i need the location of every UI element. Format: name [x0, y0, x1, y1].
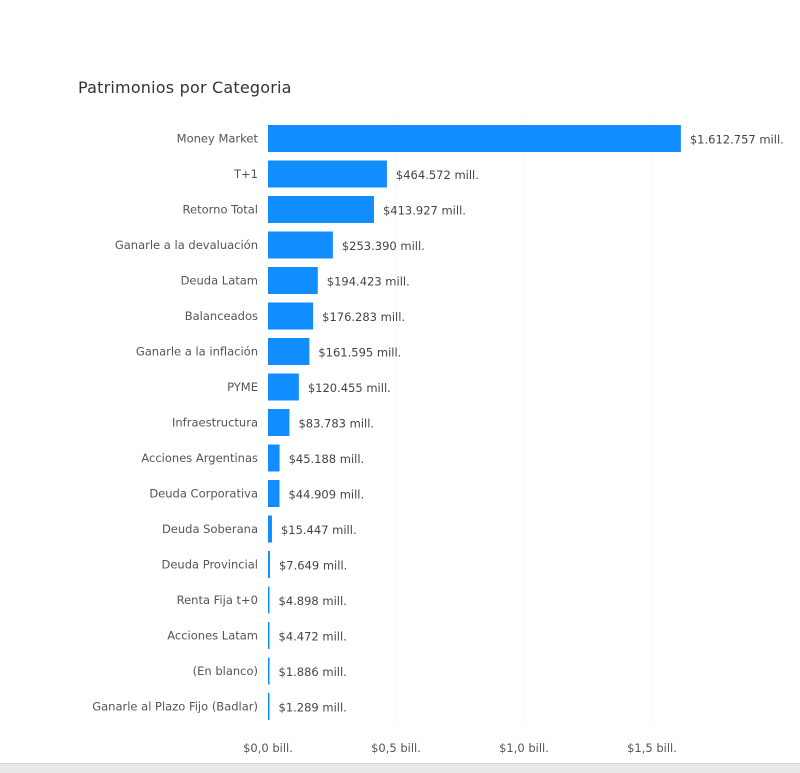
data-label: $176.283 mill. — [322, 310, 405, 324]
bar[interactable] — [268, 409, 290, 436]
bar[interactable] — [268, 444, 280, 472]
category-label: Deuda Corporativa — [149, 487, 258, 501]
bar[interactable] — [268, 586, 270, 614]
bar[interactable] — [268, 125, 681, 152]
bar[interactable] — [268, 267, 318, 294]
x-tick-label: $0,5 bill. — [371, 741, 421, 755]
data-label: $7.649 mill. — [279, 559, 347, 573]
x-tick-label: $1,0 bill. — [499, 741, 549, 755]
chart-title: Patrimonios por Categoria — [78, 78, 292, 97]
bar[interactable] — [268, 196, 374, 223]
bottom-scrollbar[interactable] — [0, 763, 800, 773]
x-tick-label: $1,5 bill. — [627, 741, 677, 755]
category-label: Infraestructura — [172, 416, 258, 430]
data-label: $194.423 mill. — [327, 275, 410, 289]
bar[interactable] — [268, 622, 270, 649]
category-label: Balanceados — [185, 309, 258, 323]
bar[interactable] — [268, 160, 387, 188]
data-label: $44.909 mill. — [288, 488, 364, 502]
category-label: Ganarle a la devaluación — [115, 238, 258, 252]
data-label: $413.927 mill. — [383, 204, 466, 218]
data-label: $120.455 mill. — [308, 381, 391, 395]
data-label: $45.188 mill. — [289, 452, 365, 466]
data-label: $161.595 mill. — [318, 346, 401, 360]
data-label: $1.886 mill. — [279, 665, 347, 679]
data-label: $4.472 mill. — [279, 630, 347, 644]
bar[interactable] — [268, 551, 270, 578]
data-label: $253.390 mill. — [342, 239, 425, 253]
data-label: $15.447 mill. — [281, 523, 357, 537]
bar[interactable] — [268, 338, 310, 365]
category-label: Deuda Soberana — [162, 522, 258, 536]
category-label: Retorno Total — [183, 203, 258, 217]
bar[interactable] — [268, 693, 270, 720]
category-label: PYME — [227, 380, 258, 394]
category-label: Money Market — [177, 132, 259, 146]
category-label: Ganarle al Plazo Fijo (Badlar) — [92, 700, 258, 714]
bar[interactable] — [268, 480, 280, 507]
bar[interactable] — [268, 373, 299, 401]
category-label: Acciones Argentinas — [141, 451, 258, 465]
category-label: T+1 — [233, 167, 258, 181]
category-label: Deuda Latam — [181, 274, 258, 288]
category-label: Ganarle a la inflación — [136, 345, 258, 359]
bar[interactable] — [268, 515, 272, 543]
data-label: $4.898 mill. — [279, 594, 347, 608]
category-label: Renta Fija t+0 — [177, 593, 258, 607]
category-label: Acciones Latam — [167, 629, 258, 643]
category-label: Deuda Provincial — [161, 558, 258, 572]
data-label: $464.572 mill. — [396, 168, 479, 182]
bar[interactable] — [268, 657, 270, 685]
category-label: (En blanco) — [193, 664, 258, 678]
x-tick-label: $0,0 bill. — [243, 741, 293, 755]
bar[interactable] — [268, 231, 333, 259]
data-label: $83.783 mill. — [298, 417, 374, 431]
data-label: $1.612.757 mill. — [690, 133, 784, 147]
data-label: $1.289 mill. — [279, 701, 347, 715]
bar[interactable] — [268, 302, 314, 330]
